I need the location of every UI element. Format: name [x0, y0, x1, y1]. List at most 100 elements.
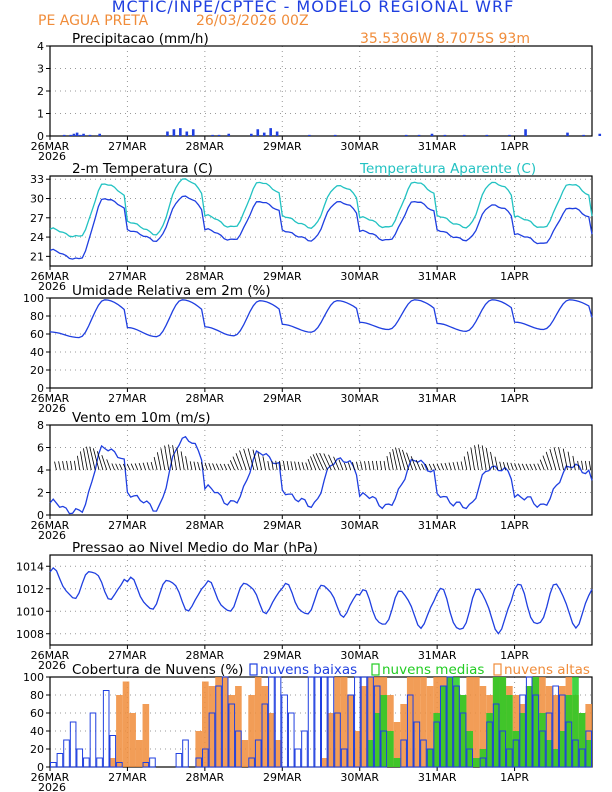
- wind-barb: [62, 461, 65, 471]
- wind-barb: [372, 460, 375, 471]
- wind-barb: [146, 462, 150, 471]
- panel-wind: 0 2 4 6 8 26MAR 27MAR 28MAR 29MAR 30MAR 31MAR 1APR 2…: [31, 410, 593, 542]
- wind-barb: [229, 460, 235, 471]
- wind-barb: [111, 463, 115, 471]
- xtick-label: 27MAR: [108, 140, 147, 153]
- ytick-label: 30: [30, 193, 44, 206]
- wind-barb: [134, 463, 139, 471]
- wind-barb: [436, 463, 441, 471]
- xtick-label: 26MAR: [31, 649, 70, 662]
- panel-title: 2-m Temperatura (C): [72, 161, 213, 177]
- panel-pres: 1008 1010 1012 1014 26MAR 27MAR 28MAR 29MAR 30MA…: [16, 540, 593, 672]
- xtick-label: 29MAR: [263, 771, 302, 784]
- wind-barb: [521, 463, 526, 471]
- cloud-bar-low: [254, 739, 262, 768]
- precip-bar: [69, 134, 72, 136]
- precip-bar: [179, 128, 182, 136]
- panel-title: Precipitacao (mm/h): [72, 31, 209, 47]
- xtick-label: 28MAR: [186, 392, 225, 405]
- plot-frame: [49, 45, 593, 137]
- wind-barb: [315, 453, 324, 471]
- cloud-bar-low: [406, 694, 414, 768]
- wind-barb: [138, 462, 142, 471]
- xtick-label: 1APR: [500, 392, 529, 405]
- wind-barb: [172, 445, 177, 471]
- cloud-bar-high: [367, 677, 374, 767]
- panel-precip: 0 1 2 3 4 26MAR 27MAR 28MAR 29MAR 30MAR 31MAR 1APR 2…: [31, 31, 602, 163]
- cloud-bar-low: [347, 694, 355, 768]
- cloud-bar-low: [202, 748, 209, 768]
- cloud-bar-low: [539, 730, 546, 768]
- precip-bar: [262, 132, 266, 136]
- wind-barb: [185, 456, 189, 471]
- panel-title: Pressao ao Nivel Medio do Mar (hPa): [72, 540, 318, 556]
- xtick-label: 27MAR: [108, 649, 147, 662]
- wind-barb: [395, 447, 402, 471]
- cloud-bar-mid: [519, 713, 526, 767]
- wind-barb: [150, 461, 154, 471]
- wind-barb: [514, 463, 518, 471]
- cloud-bar-low: [76, 748, 84, 768]
- cloud-bar-low: [301, 730, 308, 768]
- wind-barb: [168, 444, 173, 471]
- cloud-bar-low: [96, 757, 103, 768]
- wind-barb: [243, 448, 251, 471]
- wind-barb: [271, 460, 274, 471]
- cloud-bar-low: [287, 712, 295, 768]
- xtick-label: 27MAR: [108, 392, 147, 405]
- cloud-bar-low: [499, 730, 507, 768]
- xtick-label: 1APR: [500, 270, 529, 283]
- cloud-bar-mid: [486, 713, 493, 767]
- cloud-bar-high: [321, 758, 328, 767]
- precip-bar: [185, 131, 189, 136]
- wind-barb: [448, 462, 452, 471]
- wind-barb: [542, 455, 549, 471]
- wind-barb: [456, 461, 460, 471]
- cloud-bar-low: [433, 721, 440, 768]
- cloud-bar-mid: [387, 731, 394, 767]
- xtick-label: 26MAR: [31, 140, 70, 153]
- cloud-bar-low: [380, 730, 388, 768]
- wind-barb: [503, 462, 506, 471]
- wind-barb: [164, 445, 170, 471]
- wind-barb: [180, 451, 185, 471]
- cloud-bar-high: [479, 686, 487, 767]
- xtick-label: 31MAR: [418, 771, 457, 784]
- wind-barb: [428, 463, 433, 471]
- wind-barb: [197, 461, 201, 471]
- wind-barb: [533, 463, 537, 471]
- cloud-bar-low: [373, 685, 381, 768]
- cloud-bar-high: [215, 677, 222, 767]
- location-label: PE AGUA PRETA: [38, 13, 149, 29]
- cloud-bar-high: [466, 677, 474, 767]
- cloud-bar-high: [545, 686, 553, 767]
- cloud-bar-low: [367, 676, 374, 768]
- ytick-label: 0: [37, 509, 44, 522]
- xtick-label: 30MAR: [340, 140, 379, 153]
- cloud-bar-mid: [439, 686, 447, 767]
- xtick-label: 29MAR: [263, 649, 302, 662]
- precip-bar: [172, 129, 176, 136]
- xtick-label: 29MAR: [263, 140, 302, 153]
- cloud-bar-low: [340, 748, 348, 768]
- wind-barb: [252, 449, 259, 471]
- cloud-bar-high: [221, 677, 229, 767]
- xtick-label: 27MAR: [108, 519, 147, 532]
- wind-barb: [297, 461, 301, 471]
- cloud-bar-high: [420, 677, 427, 767]
- wind-barb: [122, 463, 127, 471]
- cloud-bar-low: [50, 762, 57, 768]
- wind-barb: [215, 463, 220, 471]
- wind-barb: [54, 461, 57, 471]
- cloud-bar-low: [420, 739, 427, 768]
- cloud-bar-high: [552, 695, 559, 767]
- ytick-label: 6: [37, 442, 44, 455]
- ytick-label: 20: [30, 364, 44, 377]
- wind-barb: [338, 459, 344, 471]
- cloud-bar-low: [446, 676, 454, 768]
- cloud-bar-low: [175, 753, 183, 768]
- cloud-bar-low: [321, 676, 328, 768]
- ytick-label: 3: [37, 63, 44, 76]
- wind-barb: [92, 448, 100, 471]
- xtick-label: 1APR: [500, 140, 529, 153]
